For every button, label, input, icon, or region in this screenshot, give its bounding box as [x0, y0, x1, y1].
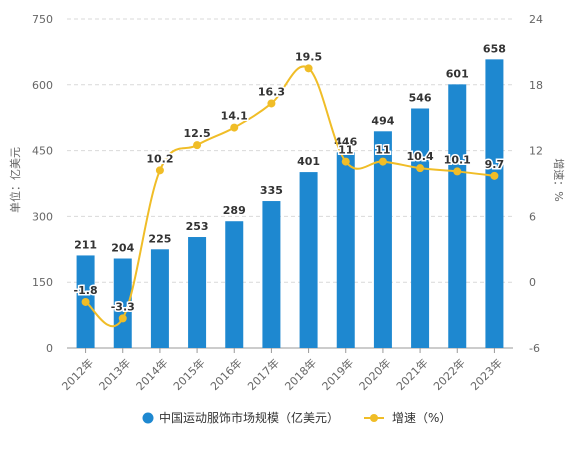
x-tick-label: 2014年 [133, 356, 170, 393]
line-point [155, 166, 164, 175]
right-tick-label: 6 [529, 210, 536, 223]
legend-line-dot-icon [370, 414, 378, 422]
bar [373, 131, 392, 348]
line-point [453, 167, 462, 176]
bar-value-label: 335 [260, 184, 283, 197]
line-point [378, 157, 387, 166]
bar-value-label: 289 [223, 204, 246, 217]
bar-value-label: 601 [446, 67, 469, 80]
right-tick-label: 0 [529, 276, 536, 289]
left-tick-label: 600 [32, 79, 53, 92]
line-value-label: 19.5 [295, 50, 322, 63]
bar-series: 211 204 225 253 289 335 401 446 494 546 601 658 [73, 41, 507, 349]
line-point [118, 314, 127, 323]
bar [225, 221, 244, 348]
bar-value-label: 253 [186, 220, 209, 233]
right-tick-label: -6 [529, 342, 540, 355]
bar [150, 249, 169, 348]
x-tick-label: 2017年 [245, 356, 282, 393]
x-tick-label: 2019年 [319, 356, 356, 393]
line-point [267, 99, 276, 108]
x-tick-label: 2015年 [170, 356, 207, 393]
line-value-label: 10.1 [444, 153, 471, 166]
bar-value-label: 546 [409, 91, 432, 104]
line-point [416, 164, 425, 173]
x-tick-label: 2020年 [356, 356, 393, 393]
right-tick-label: 24 [529, 13, 543, 26]
left-tick-label: 300 [32, 210, 53, 223]
x-tick-label: 2012年 [59, 356, 96, 393]
line-value-label: -1.8 [74, 284, 98, 297]
line-value-label: 12.5 [184, 127, 211, 140]
line-point [230, 123, 239, 132]
bar [299, 172, 318, 348]
bar-value-label: 204 [111, 242, 134, 255]
right-tick-label: 18 [529, 79, 543, 92]
line-point [341, 157, 350, 166]
line-point [193, 141, 202, 150]
bar [113, 258, 132, 348]
bar-value-label: 225 [148, 232, 171, 245]
bar [188, 237, 207, 348]
x-tick-label: 2021年 [393, 356, 430, 393]
bar [262, 201, 281, 348]
bar [485, 59, 504, 349]
legend-line-label: 增速（%） [392, 411, 451, 425]
bar-value-label: 211 [74, 238, 97, 251]
line-value-label: 11 [375, 144, 390, 157]
line-value-label: 9.7 [485, 158, 505, 171]
line-value-label: 10.2 [146, 152, 173, 165]
bar [448, 84, 467, 349]
left-axis-title: 单位：亿美元 [8, 147, 22, 213]
line-value-label: -3.3 [111, 300, 135, 313]
growth-line [84, 65, 495, 328]
bar-value-label: 401 [297, 155, 320, 168]
legend-bar-label: 中国运动服饰市场规模（亿美元） [159, 410, 339, 425]
line-value-label: 16.3 [258, 85, 285, 98]
x-tick-label: 2013年 [96, 356, 133, 393]
right-tick-label: 12 [529, 145, 543, 158]
line-value-label: 11 [338, 144, 353, 157]
x-tick-label: 2018年 [282, 356, 319, 393]
x-axis-ticks: 2012年 2013年 2014年 2015年 2016年 2017年 2018年 2019年… [59, 348, 505, 393]
bar-value-label: 446 [334, 135, 357, 148]
gridlines [67, 18, 513, 349]
line-value-label: 10.4 [407, 150, 434, 163]
line-point [490, 171, 499, 180]
x-tick-label: 2023年 [468, 356, 505, 393]
left-tick-label: 0 [46, 342, 53, 355]
legend-bar-marker-icon [142, 412, 154, 424]
left-tick-label: 750 [32, 13, 53, 26]
x-tick-label: 2016年 [207, 356, 244, 393]
bar-value-label: 494 [371, 114, 394, 127]
line-value-label: 14.1 [221, 110, 248, 123]
line-point [81, 297, 90, 306]
line-series: -1.8 -3.3 10.2 12.5 14.1 16.3 19.5 11 11 10.4 10.1… [72, 49, 506, 328]
right-axis-ticks: -6 0 6 12 18 24 [529, 13, 543, 355]
legend-item-line-series[interactable]: 增速（%） [364, 411, 451, 425]
bar [336, 152, 355, 348]
left-tick-label: 450 [32, 145, 53, 158]
left-axis-ticks: 0 150 300 450 600 750 [32, 13, 53, 355]
legend-item-bar-series[interactable]: 中国运动服饰市场规模（亿美元） [142, 410, 340, 425]
x-tick-label: 2022年 [430, 356, 467, 393]
legend: 中国运动服饰市场规模（亿美元） 增速（%） [142, 410, 451, 425]
line-point [304, 64, 313, 73]
bar [411, 108, 430, 348]
bar-value-label: 658 [483, 42, 506, 55]
right-axis-title: 增速：% [552, 158, 566, 201]
left-tick-label: 150 [32, 276, 53, 289]
